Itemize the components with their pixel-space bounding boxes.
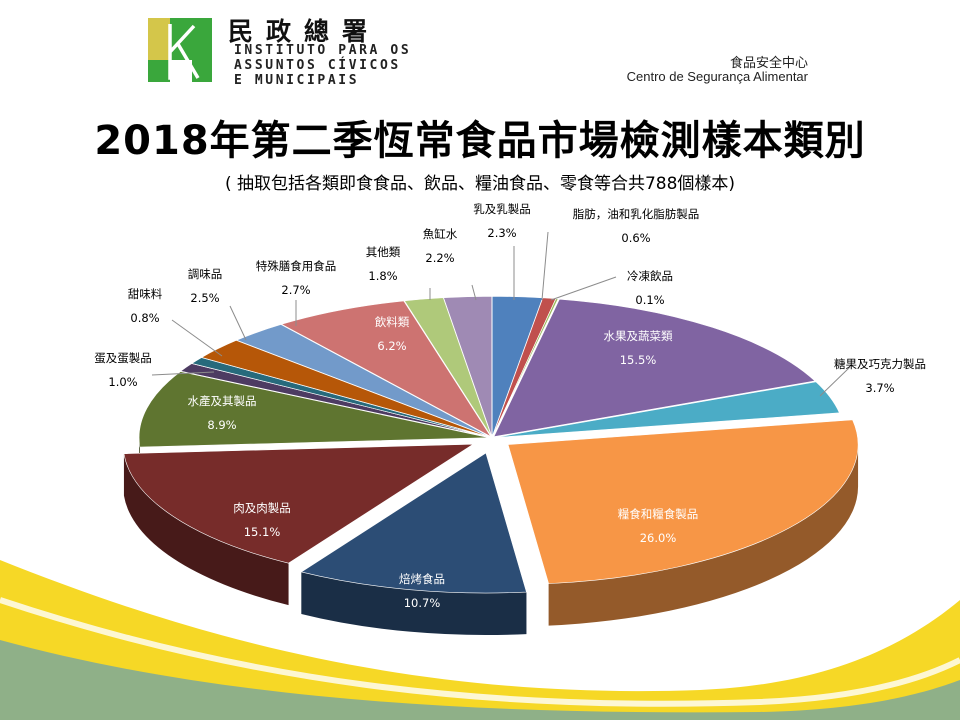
leader-line <box>541 231 549 301</box>
pie-slice <box>507 419 859 584</box>
blue-wave <box>0 640 960 720</box>
slice-category-label: 特殊膳食用食品 <box>256 259 337 273</box>
leader-line <box>550 276 617 301</box>
pie-tops <box>123 296 859 594</box>
slice-value-label: 2.7% <box>281 283 310 297</box>
slice-value-label: 2.2% <box>425 251 454 265</box>
pie-slice <box>280 300 492 438</box>
leader-line <box>171 319 223 357</box>
slice-value-label: 6.2% <box>377 339 406 353</box>
institute-logo-icon <box>148 18 212 82</box>
slice-category-label: 調味品 <box>188 267 223 281</box>
pie-slice-side <box>123 453 289 606</box>
institute-name-pt-line-2: ASSUNTOS CÍVICOS <box>234 58 401 73</box>
slice-category-label: 冷凍飲品 <box>627 269 673 283</box>
pie-slice <box>235 324 491 438</box>
slice-value-label: 2.3% <box>487 226 516 240</box>
institute-name-zh: 民政總署 <box>228 17 381 46</box>
leader-line <box>471 284 477 301</box>
yellow-wave <box>0 560 960 720</box>
center-name-pt: Centro de Segurança Alimentar <box>626 69 808 84</box>
slice-value-label: 0.1% <box>635 293 664 307</box>
slice-category-label: 水產及其製品 <box>188 394 257 408</box>
slice-category-label: 脂肪，油和乳化脂肪製品 <box>573 207 700 221</box>
pie-slice <box>494 381 840 438</box>
pie-slice <box>300 452 527 594</box>
pie-slice-side <box>548 444 859 626</box>
slice-value-label: 1.0% <box>108 375 137 389</box>
slice-value-label: 3.7% <box>865 381 894 395</box>
slice-value-label: 26.0% <box>640 531 677 545</box>
slice-category-label: 肉及肉製品 <box>233 501 291 515</box>
chart-title: 2018年第二季恆常食品市場檢測樣本類別 <box>94 118 866 164</box>
slice-category-label: 甜味料 <box>128 287 163 301</box>
slice-category-label: 焙烤食品 <box>399 572 445 586</box>
slice-value-label: 15.5% <box>620 353 657 367</box>
slice-category-label: 蛋及蛋製品 <box>94 351 152 365</box>
slice-value-label: 8.9% <box>207 418 236 432</box>
pie-slice-side <box>301 571 527 636</box>
slice-category-label: 糧食和糧食製品 <box>618 507 699 521</box>
slice-value-label: 0.6% <box>621 231 650 245</box>
leader-line <box>151 371 215 376</box>
slice-category-label: 其他類 <box>366 245 401 259</box>
institute-name-pt-line-1: INSTITUTO PARA OS <box>234 43 412 58</box>
pie-slice <box>200 340 490 438</box>
slice-category-label: 乳及乳製品 <box>473 202 531 216</box>
slice-value-label: 15.1% <box>244 525 281 539</box>
pie-slice <box>443 296 493 437</box>
slice-category-label: 飲料類 <box>375 315 410 329</box>
chart-subtitle: ( 抽取包括各類即食食品、飲品、糧油食品、零食等合共788個樣本) <box>224 174 736 194</box>
slice-category-label: 糖果及巧克力製品 <box>834 357 926 371</box>
slice-value-label: 10.7% <box>404 596 441 610</box>
leader-line <box>819 366 851 397</box>
pie-slice <box>493 298 816 438</box>
slice-value-label: 2.5% <box>190 291 219 305</box>
white-wave <box>0 597 960 707</box>
pie-slice <box>123 443 475 564</box>
slice-value-label: 0.8% <box>130 311 159 325</box>
pie-slice <box>403 297 492 437</box>
center-name-zh: 食品安全中心 <box>729 56 808 71</box>
leader-line <box>229 305 247 341</box>
pie-slice <box>138 371 490 448</box>
slice-category-label: 魚缸水 <box>423 227 458 241</box>
institute-name-pt-line-3: E MUNICIPAIS <box>234 73 360 88</box>
pie-labels: 乳及乳製品 2.3% 脂肪，油和乳化脂肪製品 0.6% 冷凍飲品 0.1% 水果及蔬菜類 15… <box>94 202 926 610</box>
slice-category-label: 水果及蔬菜類 <box>604 329 673 343</box>
slice-value-label: 1.8% <box>368 269 397 283</box>
